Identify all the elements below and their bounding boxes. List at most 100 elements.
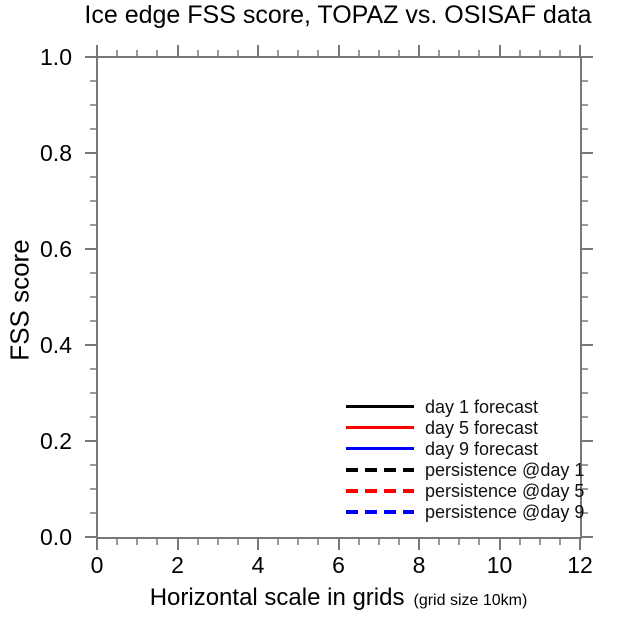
minor-tick-mark xyxy=(519,539,521,545)
major-tick-mark xyxy=(177,45,179,56)
minor-tick-mark xyxy=(90,104,96,106)
x-tick-label: 10 xyxy=(486,552,513,578)
minor-tick-mark xyxy=(582,80,588,82)
major-tick-mark xyxy=(96,45,98,56)
major-tick-mark xyxy=(257,45,259,56)
major-tick-mark xyxy=(177,539,179,550)
minor-tick-mark xyxy=(559,539,561,545)
minor-tick-mark xyxy=(438,50,440,56)
legend-label: day 5 forecast xyxy=(425,417,539,438)
minor-tick-mark xyxy=(478,539,480,545)
legend-label: day 1 forecast xyxy=(425,396,539,417)
minor-tick-mark xyxy=(116,539,118,545)
minor-tick-mark xyxy=(378,50,380,56)
minor-tick-mark xyxy=(90,224,96,226)
minor-tick-mark xyxy=(582,488,588,490)
legend-item: day 1 forecast xyxy=(346,396,584,417)
major-tick-mark xyxy=(579,45,581,56)
minor-tick-mark xyxy=(582,512,588,514)
minor-tick-mark xyxy=(90,488,96,490)
minor-tick-mark xyxy=(582,200,588,202)
major-tick-mark xyxy=(582,344,593,346)
x-tick-label: 0 xyxy=(90,552,104,578)
minor-tick-mark xyxy=(197,50,199,56)
minor-tick-mark xyxy=(378,539,380,545)
minor-tick-mark xyxy=(90,176,96,178)
legend-item: persistence @day 5 xyxy=(346,480,584,501)
x-tick-label: 6 xyxy=(332,552,345,578)
y-tick-label: 0.8 xyxy=(40,140,72,166)
major-tick-mark xyxy=(582,440,593,442)
minor-tick-mark xyxy=(582,464,588,466)
minor-tick-mark xyxy=(217,539,219,545)
minor-tick-mark xyxy=(90,80,96,82)
minor-tick-mark xyxy=(237,539,239,545)
minor-tick-mark xyxy=(582,176,588,178)
legend-label: day 9 forecast xyxy=(425,438,539,459)
minor-tick-mark xyxy=(277,50,279,56)
major-tick-mark xyxy=(85,440,96,442)
legend-label: persistence @day 9 xyxy=(425,501,585,522)
minor-tick-mark xyxy=(116,50,118,56)
minor-tick-mark xyxy=(197,539,199,545)
minor-tick-mark xyxy=(317,539,319,545)
minor-tick-mark xyxy=(90,272,96,274)
minor-tick-mark xyxy=(438,539,440,545)
legend-label: persistence @day 5 xyxy=(425,480,585,501)
major-tick-mark xyxy=(85,152,96,154)
major-tick-mark xyxy=(499,539,501,550)
minor-tick-mark xyxy=(519,50,521,56)
minor-tick-mark xyxy=(90,464,96,466)
x-tick-label: 2 xyxy=(171,552,184,578)
minor-tick-mark xyxy=(90,368,96,370)
major-tick-mark xyxy=(582,248,593,250)
minor-tick-mark xyxy=(297,50,299,56)
legend-dashed-line xyxy=(346,509,414,514)
minor-tick-mark xyxy=(90,416,96,418)
minor-tick-mark xyxy=(458,539,460,545)
y-tick-label: 1.0 xyxy=(40,44,72,70)
major-tick-mark xyxy=(85,344,96,346)
minor-tick-mark xyxy=(582,224,588,226)
legend-label: persistence @day 1 xyxy=(425,459,585,480)
minor-tick-mark xyxy=(582,368,588,370)
legend-solid-line xyxy=(346,426,414,429)
minor-tick-mark xyxy=(90,512,96,514)
major-tick-mark xyxy=(499,45,501,56)
major-tick-mark xyxy=(418,45,420,56)
legend-item: persistence @day 1 xyxy=(346,459,584,480)
x-tick-label: 8 xyxy=(412,552,426,578)
chart-title: Ice edge FSS score, TOPAZ vs. OSISAF dat… xyxy=(84,1,592,29)
minor-tick-mark xyxy=(90,128,96,130)
minor-tick-mark xyxy=(90,296,96,298)
major-tick-mark xyxy=(338,539,340,550)
legend-solid-line xyxy=(346,405,414,408)
x-axis-label-note: (grid size 10km) xyxy=(413,592,528,609)
minor-tick-mark xyxy=(217,50,219,56)
minor-tick-mark xyxy=(156,50,158,56)
minor-tick-mark xyxy=(277,539,279,545)
major-tick-mark xyxy=(582,56,593,58)
y-tick-label: 0.0 xyxy=(40,524,72,550)
minor-tick-mark xyxy=(582,296,588,298)
minor-tick-mark xyxy=(582,320,588,322)
major-tick-mark xyxy=(582,536,593,538)
major-tick-mark xyxy=(85,56,96,58)
minor-tick-mark xyxy=(478,50,480,56)
minor-tick-mark xyxy=(136,539,138,545)
major-tick-mark xyxy=(582,152,593,154)
legend-solid-line xyxy=(346,447,414,450)
minor-tick-mark xyxy=(90,200,96,202)
major-tick-mark xyxy=(96,539,98,550)
minor-tick-mark xyxy=(582,392,588,394)
minor-tick-mark xyxy=(582,104,588,106)
minor-tick-mark xyxy=(559,50,561,56)
x-tick-label: 4 xyxy=(251,552,265,578)
legend: day 1 forecast day 5 forecast day 9 foreca… xyxy=(346,396,584,522)
y-tick-label: 0.4 xyxy=(40,332,72,358)
major-tick-mark xyxy=(579,539,581,550)
minor-tick-mark xyxy=(136,50,138,56)
plot-area xyxy=(96,56,582,539)
legend-item: persistence @day 9 xyxy=(346,501,584,522)
